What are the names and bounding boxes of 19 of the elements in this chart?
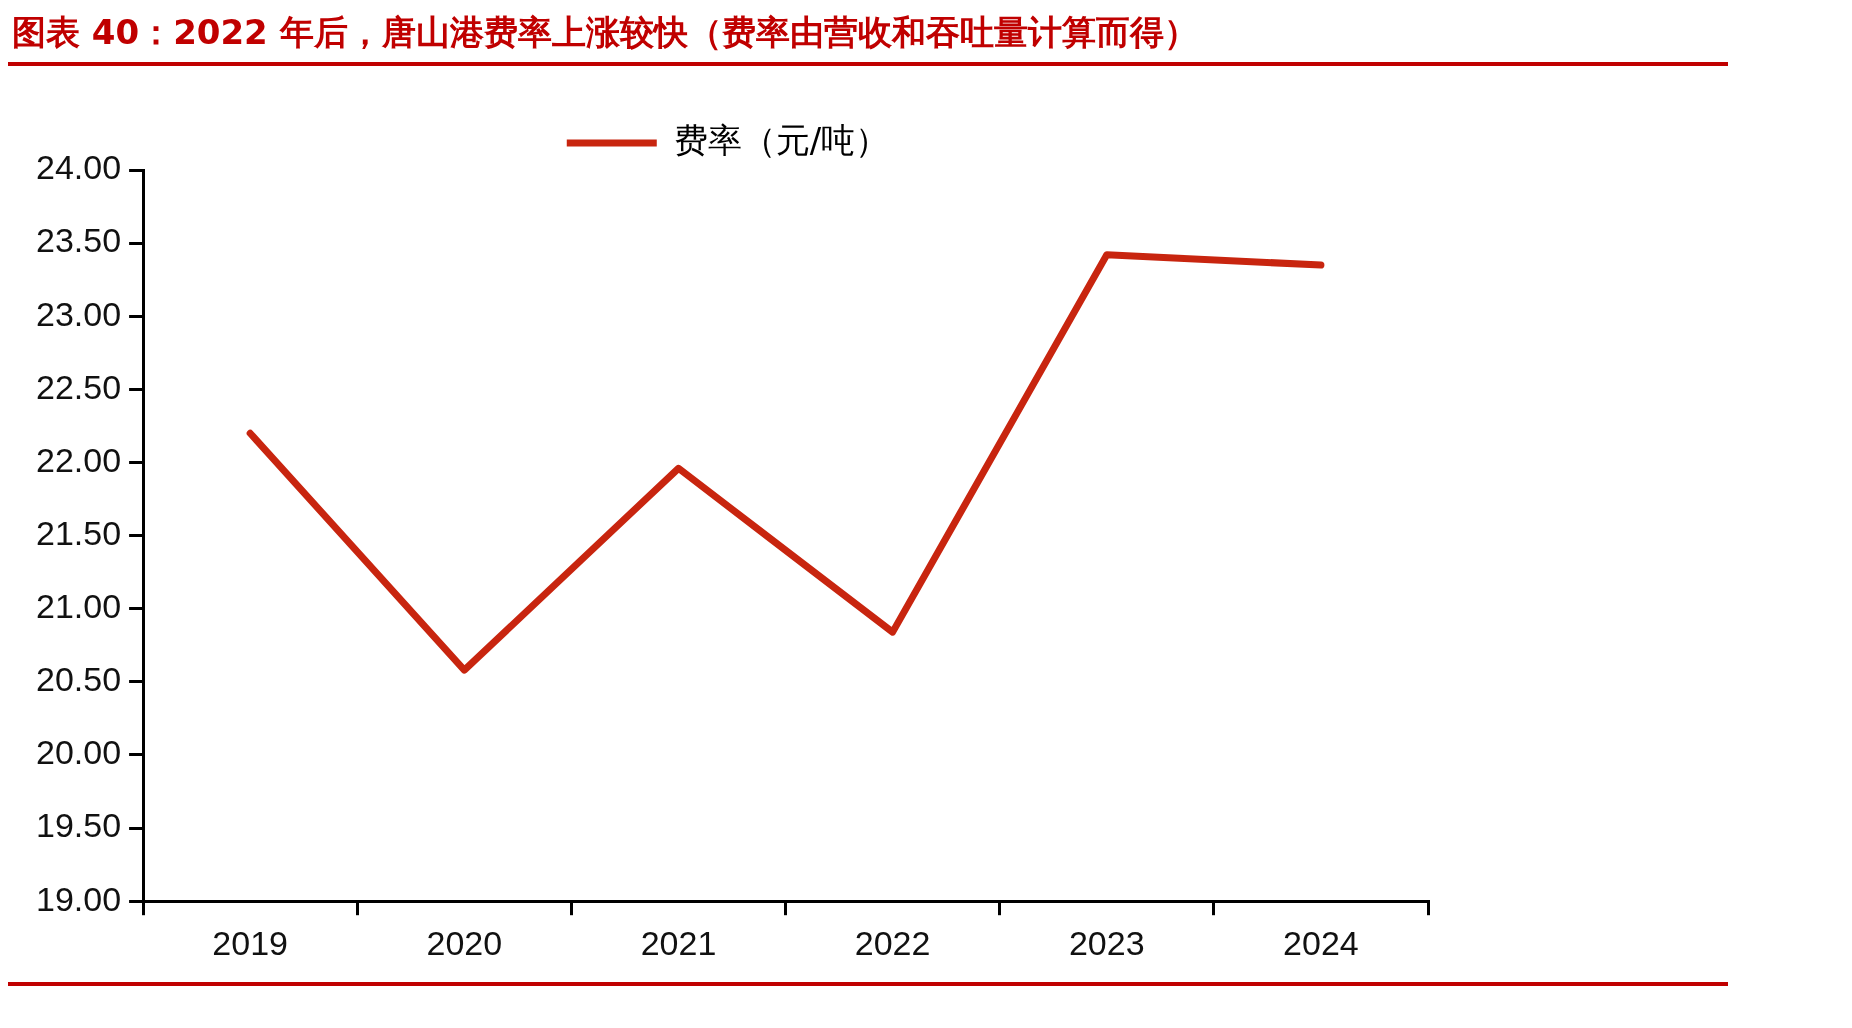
x-tick-label: 2020 bbox=[426, 923, 503, 962]
y-tick-label: 21.50 bbox=[35, 513, 122, 552]
y-tick-label: 22.50 bbox=[35, 367, 122, 406]
y-tick-label: 23.00 bbox=[35, 294, 122, 333]
y-tick-label: 19.00 bbox=[35, 879, 122, 918]
x-tick-label: 2023 bbox=[1068, 923, 1145, 962]
x-tick-label: 2024 bbox=[1283, 923, 1359, 962]
x-tick-label: 2019 bbox=[212, 923, 288, 962]
y-tick-label: 20.50 bbox=[35, 660, 122, 699]
chart-title: 图表 40：2022 年后，唐山港费率上涨较快（费率由营收和吞吐量计算而得） bbox=[8, 8, 1728, 66]
y-tick-label: 19.50 bbox=[35, 806, 122, 845]
y-tick-label: 21.00 bbox=[35, 587, 122, 626]
y-tick-label: 23.50 bbox=[35, 221, 122, 260]
y-tick-label: 24.00 bbox=[35, 148, 122, 187]
x-tick-label: 2022 bbox=[854, 923, 931, 962]
y-tick-label: 20.00 bbox=[35, 733, 122, 772]
x-tick-label: 2021 bbox=[640, 923, 717, 962]
legend-label: 费率（元/吨） bbox=[673, 119, 890, 160]
y-tick-label: 22.00 bbox=[35, 440, 122, 479]
